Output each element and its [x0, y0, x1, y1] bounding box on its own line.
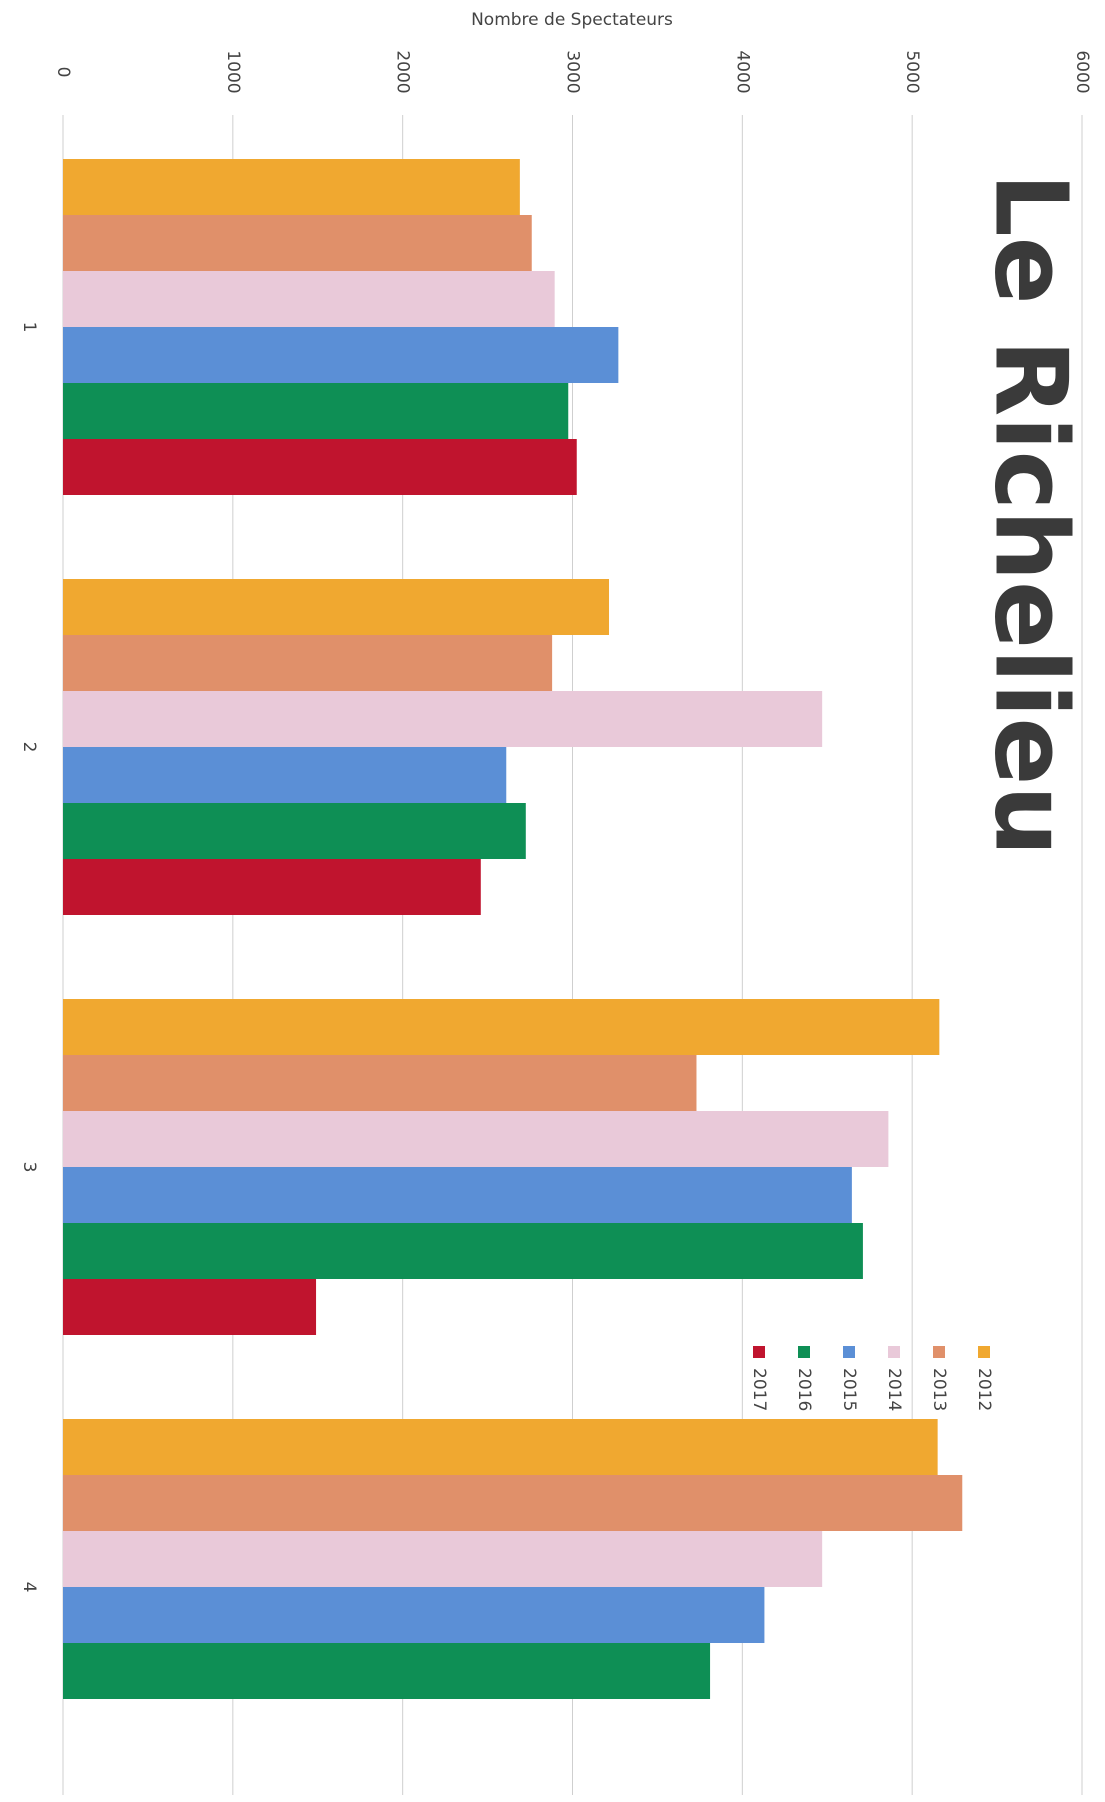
legend-swatch [933, 1346, 945, 1358]
y-tick-label: 2 [19, 742, 39, 753]
bar [63, 215, 532, 271]
legend-swatch [978, 1346, 990, 1358]
legend-label: 2013 [929, 1368, 949, 1411]
x-tick-label: 3000 [563, 50, 583, 93]
legend-swatch [843, 1346, 855, 1358]
bar [63, 327, 619, 383]
bar [63, 159, 520, 215]
bar [63, 1223, 863, 1279]
bar [63, 579, 610, 635]
bar [63, 803, 526, 859]
x-tick-label: 1000 [223, 50, 243, 93]
bar [63, 747, 507, 803]
bar [63, 1475, 963, 1531]
x-tick-label: 6000 [1072, 50, 1092, 93]
legend-label: 2017 [749, 1368, 769, 1411]
legend-label: 2012 [974, 1368, 994, 1411]
bar [63, 999, 940, 1055]
bar [63, 1111, 889, 1167]
bar [63, 1531, 823, 1587]
bar [63, 635, 553, 691]
y-tick-label: 4 [19, 1582, 39, 1593]
y-tick-label: 3 [19, 1162, 39, 1173]
bar [63, 1643, 711, 1699]
legend-label: 2015 [839, 1368, 859, 1411]
legend-swatch [888, 1346, 900, 1358]
bar [63, 271, 555, 327]
chart-title: Nombre de Spectateurs [471, 10, 673, 30]
legend-swatch [753, 1346, 765, 1358]
legend-swatch [798, 1346, 810, 1358]
x-tick-label: 2000 [393, 50, 413, 93]
bar [63, 383, 569, 439]
bar [63, 1055, 697, 1111]
bar [63, 1167, 852, 1223]
logo: Le Richelieu [973, 173, 1090, 857]
legend-label: 2014 [884, 1368, 904, 1411]
bar [63, 859, 481, 915]
bar [63, 439, 577, 495]
bar [63, 1279, 317, 1335]
y-tick-label: 1 [19, 322, 39, 333]
bar [63, 691, 823, 747]
bar [63, 1587, 765, 1643]
x-tick-label: 0 [53, 67, 73, 78]
legend-label: 2016 [794, 1368, 814, 1411]
x-tick-label: 5000 [902, 50, 922, 93]
x-tick-label: 4000 [732, 50, 752, 93]
bar [63, 1419, 938, 1475]
